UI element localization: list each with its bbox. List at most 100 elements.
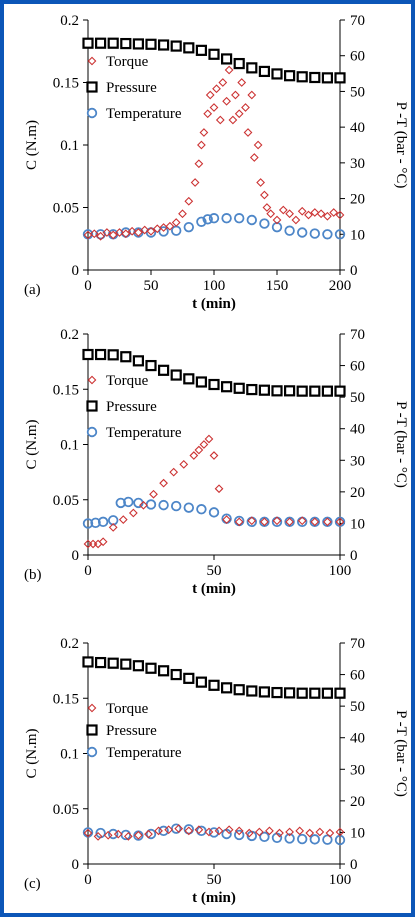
legend-marker-pressure: [86, 724, 98, 736]
torque-point: [146, 226, 156, 236]
series-temperature: [82, 823, 346, 846]
left-tick-label: 0.05: [53, 802, 79, 818]
left-tick-label: 0.05: [53, 493, 79, 509]
pressure-point: [208, 679, 220, 691]
pressure-point: [296, 71, 308, 83]
panel-label: (a): [24, 282, 41, 298]
torque-point: [103, 830, 113, 840]
temperature-point: [183, 502, 195, 513]
right-tick-label: 60: [350, 668, 365, 684]
pressure-point: [309, 71, 321, 84]
torque-point: [218, 78, 228, 87]
pressure-point: [271, 686, 283, 699]
torque-point: [256, 178, 265, 187]
right-tick-label: 50: [350, 390, 365, 406]
temperature-point: [183, 221, 195, 233]
pressure-point: [284, 687, 296, 699]
temperature-point: [97, 516, 109, 528]
torque-point: [231, 90, 240, 100]
torque-point: [128, 508, 138, 518]
temperature-point: [145, 828, 157, 840]
right-tick-label: 30: [350, 762, 365, 778]
pressure-point: [271, 68, 283, 80]
pressure-point: [195, 376, 207, 388]
torque-point: [88, 539, 98, 549]
torque-point: [335, 827, 345, 837]
torque-point: [222, 515, 231, 525]
pressure-point: [296, 385, 308, 397]
pressure-point: [145, 662, 157, 674]
torque-point: [154, 826, 163, 836]
right-tick-label: 0: [350, 548, 358, 564]
torque-point: [247, 90, 257, 100]
torque-point: [209, 451, 219, 460]
pressure-point: [271, 385, 283, 397]
torque-point: [203, 109, 213, 119]
x-axis-label: t (min): [192, 296, 236, 312]
torque-point: [134, 830, 143, 840]
left-tick-label: 0.15: [53, 382, 79, 398]
right-tick-label: 10: [350, 825, 365, 841]
torque-point: [164, 825, 174, 835]
right-tick-label: 50: [350, 84, 365, 100]
pressure-point: [183, 672, 195, 684]
torque-point: [215, 115, 225, 125]
pressure-point: [195, 676, 207, 688]
right-tick-label: 40: [350, 422, 365, 438]
torque-point: [113, 829, 123, 839]
chart-panel-1: 0 0.05 0.1 0.15 0.2 0 10 20 30 40 50 60 70 0 50 100 150 2…: [24, 13, 409, 312]
torque-point: [194, 825, 204, 835]
series-torque: [83, 434, 345, 549]
pressure-point: [94, 37, 107, 49]
torque-point: [237, 78, 247, 87]
pressure-point: [246, 685, 258, 697]
series-temperature: [82, 213, 346, 240]
torque-point: [335, 210, 345, 220]
series-pressure: [82, 656, 346, 699]
right-tick-label: 20: [350, 794, 365, 810]
y-axis-label-right: P -T (bar - °C): [393, 102, 409, 189]
torque-point: [174, 824, 184, 834]
left-tick-label: 0.1: [60, 438, 79, 454]
pressure-point: [334, 72, 346, 84]
temperature-point: [284, 225, 295, 236]
y-axis-label-left: C (N.m): [24, 120, 40, 170]
legend-label-torque: Torque: [106, 54, 149, 70]
pressure-point: [221, 682, 233, 694]
right-tick-label: 40: [350, 120, 365, 136]
temperature-point: [284, 833, 295, 844]
torque-point: [214, 826, 224, 836]
pressure-point: [132, 660, 144, 672]
pressure-point: [334, 687, 346, 699]
x-axis-label: t (min): [192, 890, 236, 906]
pressure-point: [94, 656, 107, 669]
torque-point: [118, 515, 128, 525]
torque-point: [297, 516, 307, 526]
pressure-point: [158, 665, 170, 677]
torque-point: [323, 211, 332, 221]
torque-point: [310, 517, 320, 527]
torque-point: [121, 229, 131, 239]
pressure-point: [107, 37, 119, 49]
torque-point: [285, 517, 294, 527]
temperature-point: [90, 517, 101, 528]
pressure-point: [195, 44, 207, 56]
pressure-point: [246, 383, 258, 396]
torque-point: [234, 109, 244, 119]
torque-point: [323, 517, 332, 527]
pressure-point: [233, 684, 245, 696]
temperature-point: [202, 214, 213, 225]
torque-point: [222, 96, 231, 106]
torque-point: [305, 828, 315, 838]
pressure-point: [321, 385, 333, 397]
pressure-point: [183, 42, 195, 54]
torque-point: [249, 153, 259, 162]
temperature-point: [322, 229, 333, 240]
x-tick-label: 100: [329, 872, 352, 888]
y-axis-label-left: C (N.m): [24, 729, 40, 779]
torque-point: [304, 210, 313, 220]
torque-point: [243, 128, 253, 137]
pressure-point: [258, 686, 270, 698]
torque-point: [179, 460, 189, 469]
torque-point: [108, 522, 118, 532]
